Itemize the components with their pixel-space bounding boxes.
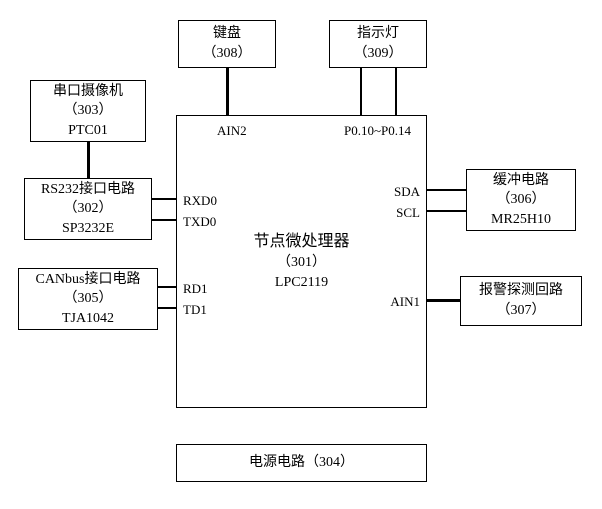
- indicator-title: 指示灯: [357, 24, 399, 44]
- pin-td1: TD1: [183, 301, 207, 319]
- camera-ref: （303）: [64, 101, 113, 121]
- camera-part: PTC01: [68, 121, 108, 141]
- indicator-ref: （309）: [354, 44, 403, 64]
- pin-p010: P0.10~P0.14: [344, 122, 411, 140]
- rs232-ref: （302）: [64, 199, 113, 219]
- wire-canbus-td1: [158, 307, 176, 309]
- indicator-block: 指示灯 （309）: [329, 20, 427, 68]
- pin-rxd0: RXD0: [183, 192, 217, 210]
- wire-keyboard-mcu: [226, 68, 229, 115]
- camera-block: 串口摄像机 （303） PTC01: [30, 80, 146, 142]
- wire-camera-rs232: [87, 142, 90, 178]
- wire-indicator-mcu-2: [395, 68, 397, 115]
- wire-buffer-scl: [427, 210, 466, 212]
- pin-ain2: AIN2: [217, 122, 247, 140]
- canbus-title: CANbus接口电路: [35, 270, 140, 290]
- wire-canbus-rd1: [158, 286, 176, 288]
- mcu-block: AIN2 P0.10~P0.14 RXD0 TXD0 RD1 TD1 SDA S…: [176, 115, 427, 408]
- canbus-ref: （305）: [64, 289, 113, 309]
- wire-rs232-rxd0: [152, 198, 176, 200]
- power-block: 电源电路（304）: [176, 444, 427, 482]
- pin-txd0: TXD0: [183, 213, 216, 231]
- rs232-part: SP3232E: [62, 219, 114, 239]
- buffer-part: MR25H10: [491, 210, 551, 230]
- wire-indicator-mcu-1: [360, 68, 362, 115]
- alarm-ref: （307）: [497, 301, 546, 321]
- rs232-title: RS232接口电路: [41, 180, 135, 200]
- keyboard-block: 键盘 （308）: [178, 20, 276, 68]
- canbus-block: CANbus接口电路 （305） TJA1042: [18, 268, 158, 330]
- alarm-block: 报警探测回路 （307）: [460, 276, 582, 326]
- keyboard-ref: （308）: [203, 44, 252, 64]
- pin-sda: SDA: [394, 183, 420, 201]
- wire-rs232-txd0: [152, 219, 176, 221]
- mcu-ref: （301）: [277, 253, 326, 273]
- pin-ain1: AIN1: [390, 293, 420, 311]
- pin-rd1: RD1: [183, 280, 208, 298]
- buffer-title: 缓冲电路: [493, 171, 549, 191]
- buffer-ref: （306）: [497, 190, 546, 210]
- buffer-block: 缓冲电路 （306） MR25H10: [466, 169, 576, 231]
- wire-buffer-sda: [427, 189, 466, 191]
- mcu-part: LPC2119: [275, 273, 328, 293]
- mcu-title: 节点微处理器: [253, 231, 349, 253]
- pin-scl: SCL: [396, 204, 420, 222]
- rs232-block: RS232接口电路 （302） SP3232E: [24, 178, 152, 240]
- wire-alarm-ain1: [427, 299, 460, 302]
- camera-title: 串口摄像机: [53, 82, 123, 102]
- power-text: 电源电路（304）: [249, 453, 354, 473]
- canbus-part: TJA1042: [62, 309, 114, 329]
- keyboard-title: 键盘: [213, 24, 241, 44]
- alarm-title: 报警探测回路: [479, 281, 563, 301]
